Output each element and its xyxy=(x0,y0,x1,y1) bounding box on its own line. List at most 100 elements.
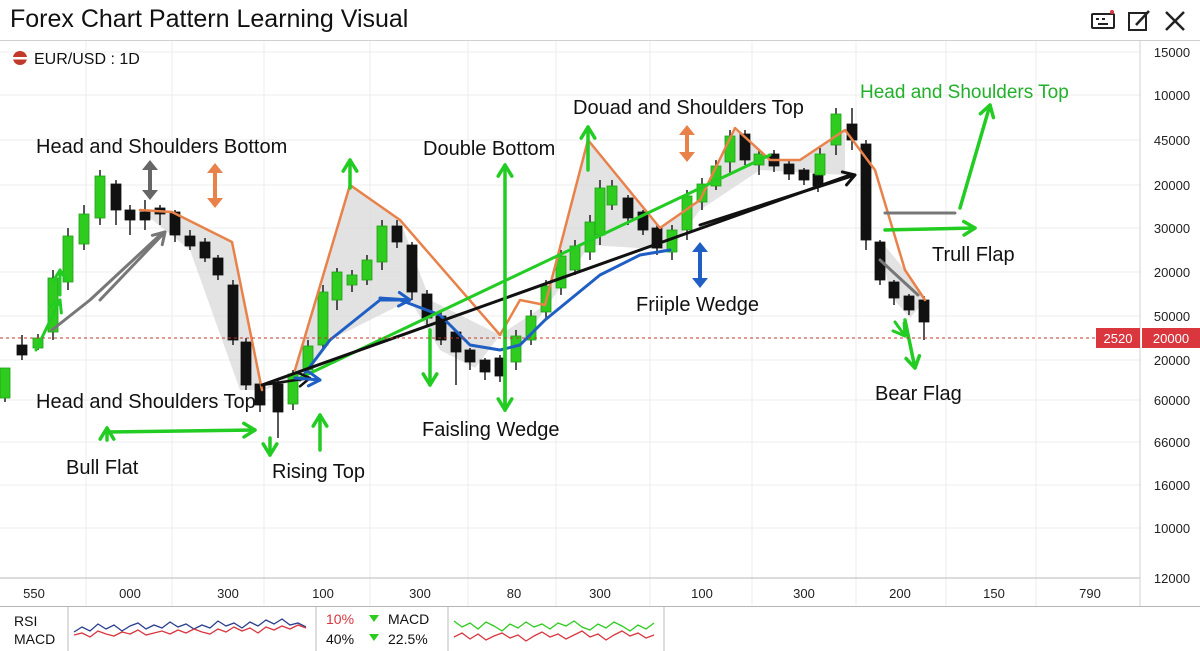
candle xyxy=(406,242,418,300)
candle xyxy=(555,250,567,295)
up-arrow-icon xyxy=(311,413,329,452)
rsi-line-blue xyxy=(73,618,307,633)
pattern-labels: Head and Shoulders Bottom Head and Shoul… xyxy=(36,82,1069,483)
candle xyxy=(464,348,476,370)
rsi-line-red xyxy=(73,624,307,638)
label-faisling-wedge: Faisling Wedge xyxy=(422,419,559,441)
macd-label[interactable]: MACD xyxy=(14,631,56,647)
candle xyxy=(391,220,403,248)
candle xyxy=(830,108,842,155)
edit-icon[interactable] xyxy=(1126,8,1152,34)
time-axis-label: 200 xyxy=(889,586,911,601)
price-axis-label: 60000 xyxy=(1154,393,1190,408)
candle xyxy=(479,358,491,380)
candle xyxy=(622,195,634,225)
candle xyxy=(903,294,915,315)
diagonal-arrow-icon xyxy=(958,103,996,210)
down-arrow-icon-3 xyxy=(496,298,514,412)
bull-flat-tail-icon xyxy=(98,426,116,442)
gray-arrow-icon xyxy=(98,230,167,302)
candle xyxy=(110,180,122,225)
rsi-label[interactable]: RSI xyxy=(14,613,38,629)
price-axis-label: 10000 xyxy=(1154,88,1190,103)
price-tag-right: 20000 xyxy=(1153,331,1189,346)
price-axis-label: 15000 xyxy=(1154,45,1190,60)
candle xyxy=(184,230,196,250)
rsi-value-2: 40% xyxy=(326,631,355,647)
candle xyxy=(240,338,252,390)
macd-line-green xyxy=(453,620,655,632)
candle xyxy=(227,280,239,345)
fill-head-shoulders xyxy=(140,210,262,390)
price-axis-label: 20000 xyxy=(1154,265,1190,280)
price-axis-label: 30000 xyxy=(1154,221,1190,236)
candle xyxy=(510,330,522,370)
label-hs-top-left: Head and Shoulders Top xyxy=(36,391,256,413)
candle xyxy=(62,228,74,290)
time-axis: 550 000 300 100 300 80 300 100 300 200 150 790 xyxy=(23,586,1101,601)
rsi-down-icon xyxy=(369,634,379,641)
gray-line-flag xyxy=(878,258,920,297)
orange-double-arrow-icon xyxy=(207,163,223,208)
macd-down-icon xyxy=(369,615,379,622)
label-douad-shoulders: Douad and Shoulders Top xyxy=(573,97,804,119)
close-icon[interactable] xyxy=(1162,8,1188,34)
bull-arrow-icon xyxy=(34,298,63,352)
time-axis-label: 100 xyxy=(312,586,334,601)
time-axis-label: 300 xyxy=(793,586,815,601)
candle xyxy=(78,205,90,250)
blue-arrow-icon xyxy=(378,290,412,308)
orange-double-arrow-icon-2 xyxy=(679,125,695,162)
label-trull-flap: Trull Flap xyxy=(932,244,1015,266)
candle xyxy=(918,296,930,340)
candle xyxy=(783,160,795,180)
rsi-value: 10% xyxy=(326,611,355,627)
candle xyxy=(606,180,618,210)
time-axis-label: 100 xyxy=(691,586,713,601)
candle xyxy=(814,148,826,180)
keyboard-icon[interactable] xyxy=(1090,8,1116,34)
candle xyxy=(798,168,810,185)
label-bear-flag: Bear Flag xyxy=(875,383,962,405)
indicator-lines xyxy=(67,607,665,651)
window-titlebar: Forex Chart Pattern Learning Visual xyxy=(0,0,1200,41)
right-arrow-icon xyxy=(883,219,977,237)
up-arrow-icon-4 xyxy=(579,125,597,172)
macd-line-red xyxy=(453,630,655,642)
price-axis-label: 16000 xyxy=(1154,478,1190,493)
price-axis-label: 12000 xyxy=(1154,571,1190,586)
bear-flag-arrow-icon xyxy=(903,318,922,370)
price-axis-label: 20000 xyxy=(1154,178,1190,193)
symbol-header[interactable]: EUR/USD : 1D xyxy=(13,51,140,68)
price-chart[interactable]: 1500010000450002000030000200005000020000… xyxy=(0,0,1200,606)
candle xyxy=(212,255,224,280)
gray-line-bull xyxy=(50,233,162,332)
label-double-bottom: Double Bottom xyxy=(423,138,555,160)
time-axis-label: 000 xyxy=(119,586,141,601)
time-axis-label: 150 xyxy=(983,586,1005,601)
annotation-arrows xyxy=(34,103,996,457)
current-price-tag: 2520 20000 xyxy=(0,328,1200,348)
chart-grid xyxy=(0,40,1141,606)
candle xyxy=(331,268,343,310)
down-arrow-icon-2 xyxy=(421,328,439,387)
blue-line-wedge xyxy=(298,248,672,382)
candle xyxy=(94,170,106,225)
candle xyxy=(651,225,663,255)
time-axis-label: 300 xyxy=(409,586,431,601)
green-line-trend xyxy=(298,153,772,380)
candle xyxy=(16,335,28,360)
price-axis-label: 66000 xyxy=(1154,435,1190,450)
pattern-lines xyxy=(50,126,957,392)
orange-line-zigzag xyxy=(293,126,927,372)
bull-flat-arrow-icon xyxy=(103,421,257,439)
candle xyxy=(169,210,181,242)
label-hs-top-right: Head and Shoulders Top xyxy=(860,82,1069,103)
label-friiple-wedge: Friiple Wedge xyxy=(636,294,759,316)
candle xyxy=(0,367,11,402)
label-rising-top: Rising Top xyxy=(272,461,365,483)
candle xyxy=(124,205,136,235)
time-axis-label: 300 xyxy=(589,586,611,601)
price-axis-label: 45000 xyxy=(1154,133,1190,148)
time-axis-label: 300 xyxy=(217,586,239,601)
